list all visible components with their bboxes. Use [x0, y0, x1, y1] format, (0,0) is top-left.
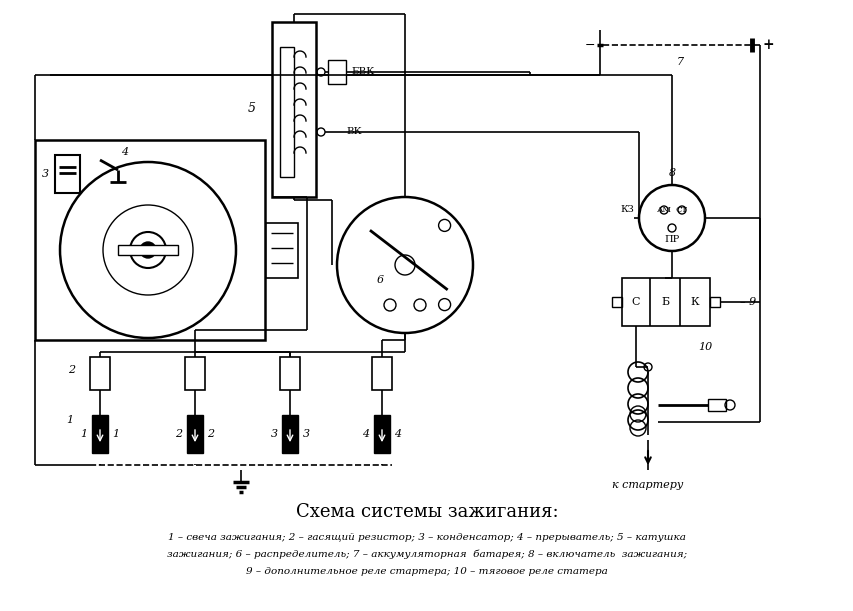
Bar	[709, 297, 719, 307]
Text: 1: 1	[113, 429, 119, 439]
Text: 3: 3	[302, 429, 309, 439]
Bar	[280, 357, 299, 390]
Text: 3: 3	[42, 169, 49, 179]
Bar	[265, 223, 298, 278]
Text: К: К	[690, 297, 699, 307]
Text: к стартеру: к стартеру	[612, 480, 683, 490]
Text: Схема системы зажигания:: Схема системы зажигания:	[295, 503, 558, 521]
Text: 10: 10	[697, 342, 711, 352]
Bar	[55, 155, 80, 193]
Text: Б: Б	[660, 297, 668, 307]
Circle shape	[140, 242, 156, 258]
Bar	[272, 22, 316, 197]
Text: 3: 3	[270, 429, 277, 439]
Bar	[612, 297, 621, 307]
Text: 7: 7	[676, 57, 682, 67]
Text: 5: 5	[247, 103, 256, 115]
Bar	[280, 47, 293, 177]
Text: КЗ: КЗ	[619, 205, 633, 214]
Text: 1 – свеча зажигания; 2 – гасящий резистор; 3 – конденсатор; 4 – прерыватель; 5 –: 1 – свеча зажигания; 2 – гасящий резисто…	[168, 533, 685, 541]
Text: С: С	[631, 297, 640, 307]
Text: ВК: ВК	[345, 128, 361, 136]
Bar	[372, 357, 392, 390]
Bar	[187, 415, 203, 453]
Text: ПР: ПР	[664, 235, 679, 244]
Text: 1: 1	[67, 415, 73, 425]
Text: БВК: БВК	[351, 67, 374, 76]
Bar	[35, 140, 264, 340]
Bar	[374, 415, 390, 453]
Bar	[707, 399, 725, 411]
Bar	[118, 245, 177, 255]
Bar	[328, 60, 345, 84]
Text: СТ: СТ	[676, 206, 688, 214]
Text: 2: 2	[68, 365, 75, 375]
Text: 2: 2	[175, 429, 183, 439]
Bar	[621, 278, 709, 326]
Text: +: +	[761, 38, 773, 52]
Text: АМ: АМ	[656, 206, 670, 214]
Text: 4: 4	[362, 429, 369, 439]
Text: −: −	[584, 38, 595, 51]
Bar	[92, 415, 107, 453]
Text: 9 – дополнительное реле стартера; 10 – тяговое реле статера: 9 – дополнительное реле стартера; 10 – т…	[246, 566, 607, 576]
Text: 2: 2	[207, 429, 214, 439]
Bar	[185, 357, 205, 390]
Text: 4: 4	[121, 147, 129, 157]
Text: 4: 4	[394, 429, 401, 439]
Text: 8: 8	[668, 168, 675, 178]
Text: зажигания; 6 – распределитель; 7 – аккумуляторная  батарея; 8 – включатель  зажи: зажигания; 6 – распределитель; 7 – аккум…	[166, 549, 687, 558]
Text: – 9: – 9	[740, 297, 756, 307]
Bar	[90, 357, 110, 390]
Text: 6: 6	[376, 275, 383, 285]
Text: 1: 1	[80, 429, 88, 439]
Bar	[281, 415, 298, 453]
